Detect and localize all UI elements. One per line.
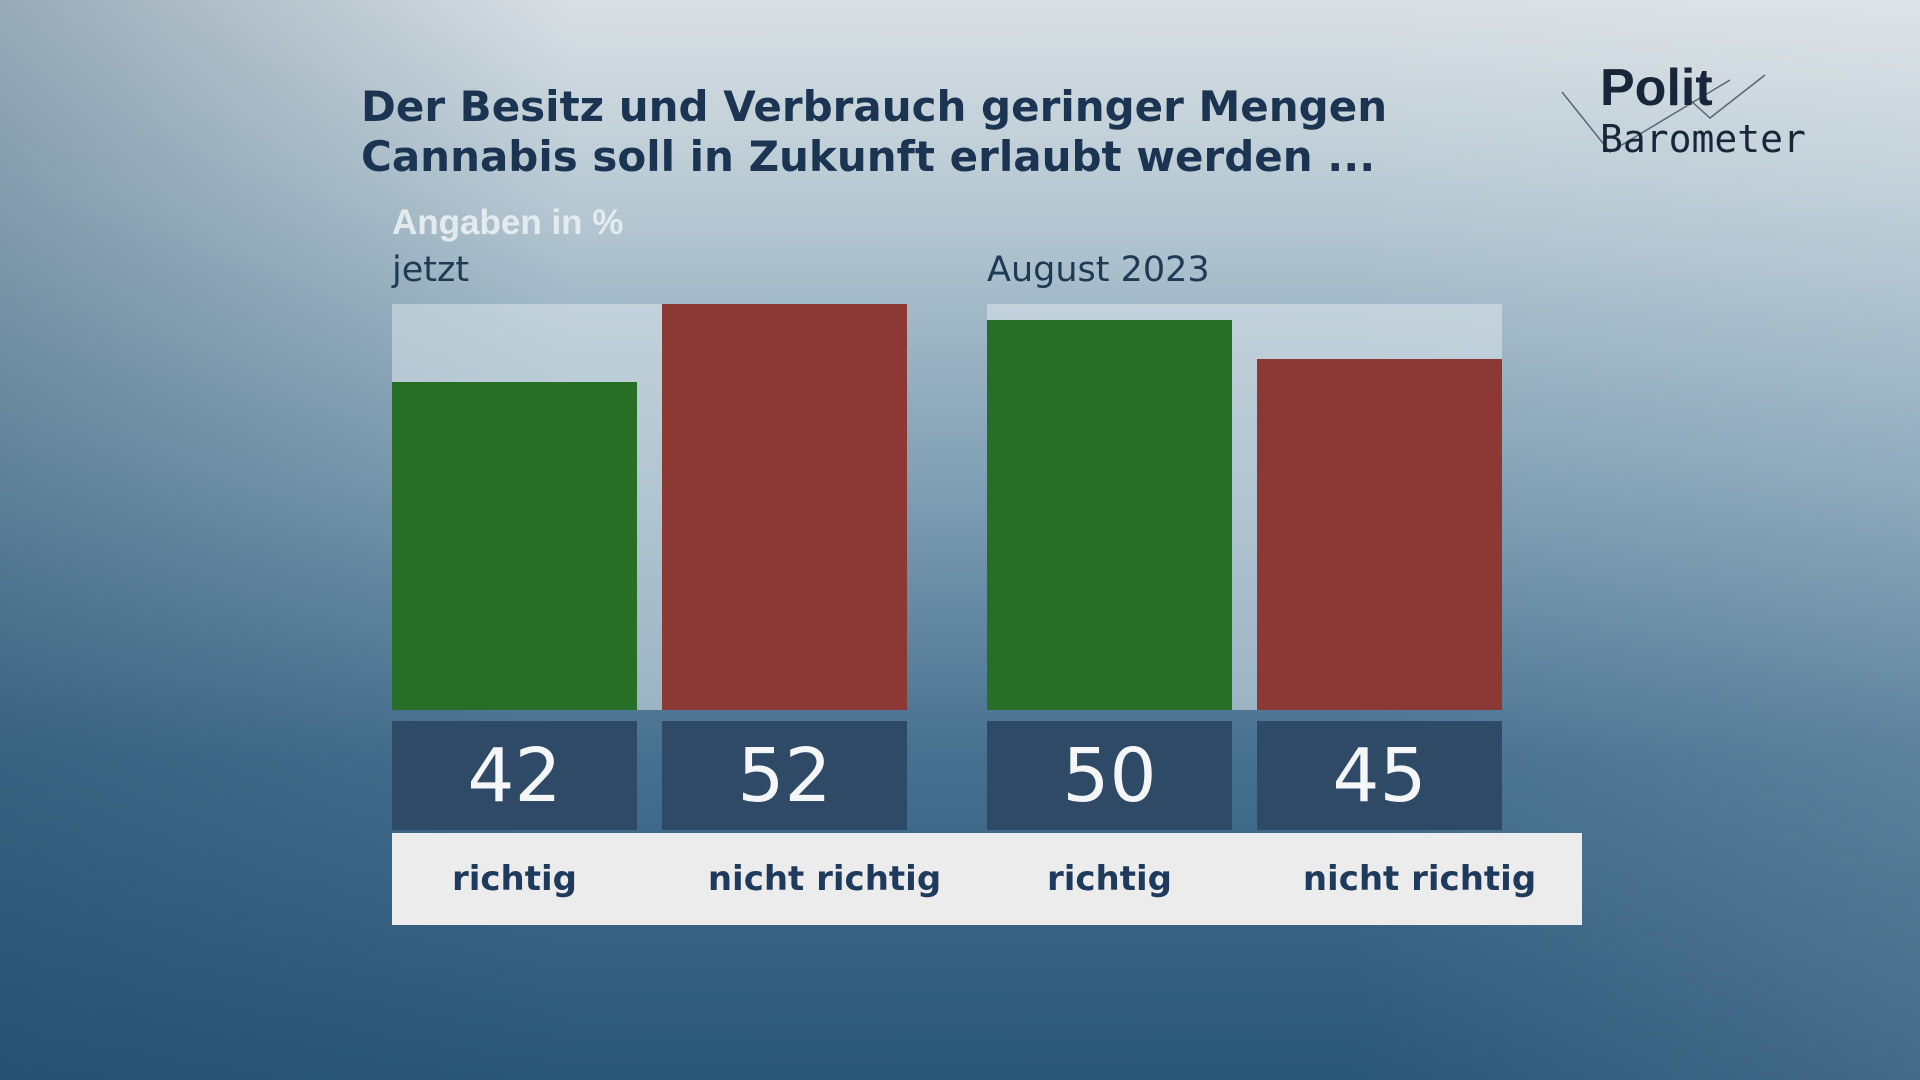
unit-label: Angaben in %	[392, 203, 624, 242]
category-label: richtig	[392, 833, 637, 925]
value-label: 42	[392, 721, 637, 830]
plot-1	[987, 304, 1502, 710]
group-label-august: August 2023	[987, 250, 1210, 290]
category-label: nicht richtig	[1257, 833, 1582, 925]
value-label: 45	[1257, 721, 1502, 830]
category-label: nicht richtig	[662, 833, 987, 925]
bar-richtig	[392, 382, 637, 710]
value-label: 50	[987, 721, 1232, 830]
title-line-2: Cannabis soll in Zukunft erlaubt werden …	[361, 132, 1376, 181]
value-label: 52	[662, 721, 907, 830]
label-strip-gap	[1232, 833, 1257, 925]
bar-nicht-richtig	[662, 304, 907, 710]
svg-text:Polit: Polit	[1600, 60, 1713, 117]
politbarometer-logo: Polit Barometer	[1561, 60, 1806, 161]
group-label-jetzt: jetzt	[392, 250, 470, 290]
svg-text:Barometer: Barometer	[1600, 117, 1806, 161]
plot-0	[392, 304, 907, 710]
chart-title: Der Besitz und Verbrauch geringer Mengen…	[361, 82, 1387, 182]
label-strip-gap	[637, 833, 662, 925]
category-label: richtig	[987, 833, 1232, 925]
title-line-1: Der Besitz und Verbrauch geringer Mengen	[361, 82, 1388, 131]
bar-nicht-richtig	[1257, 358, 1502, 710]
bar-richtig	[987, 319, 1232, 710]
